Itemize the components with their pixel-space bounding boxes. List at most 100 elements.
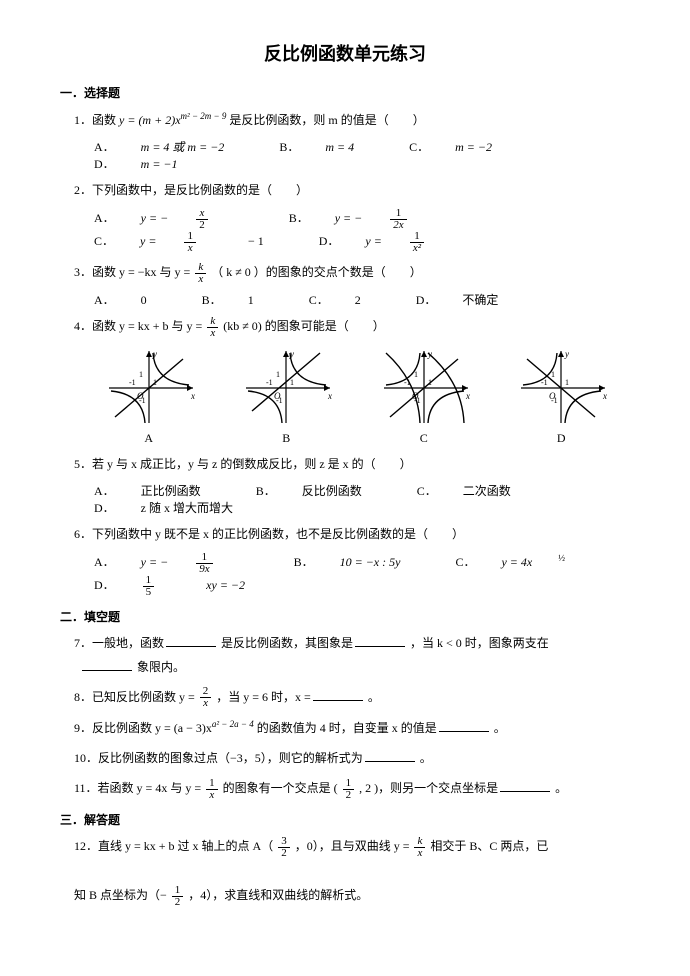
- question-2: 2．下列函数中，是反比例函数的是（ ）: [74, 178, 630, 202]
- label-b: B．: [294, 553, 314, 570]
- label-c: C．: [417, 482, 437, 499]
- label-b: B．: [279, 138, 299, 155]
- page-title: 反比例函数单元练习: [60, 40, 630, 66]
- q3-opt-d: 不确定: [462, 291, 498, 308]
- question-10: 10．反比例函数的图象过点（−3，5），则它的解析式为 。: [74, 746, 630, 770]
- q12-e: ，4），求直线和双曲线的解析式。: [188, 888, 368, 902]
- q5-options: A．正比例函数 B．反比例函数 C．二次函数 D．z 随 x 增大而增大: [94, 482, 630, 516]
- q4-graphs-row: xy O -11 1-1 xy O -11 1-1 xy O -11 1-1 x…: [80, 347, 630, 429]
- q9-b: 的函数值为 4 时，自变量 x 的值是: [257, 721, 437, 735]
- q1-expr-sup: m² − 2m − 9: [181, 111, 227, 121]
- svg-text:-1: -1: [266, 378, 273, 387]
- question-8: 8．已知反比例函数 y = 2x ，当 y = 6 时，x = 。: [74, 685, 630, 710]
- label-a: A．: [94, 291, 115, 308]
- q4-label-c: C: [376, 431, 472, 446]
- q2b-den: 2x: [390, 220, 406, 231]
- q8-c: 。: [368, 690, 380, 704]
- q11-b: 的图象有一个交点是 (: [223, 781, 341, 795]
- section-2-heading: 二．填空题: [60, 608, 630, 625]
- q12-b: ，0），且与双曲线 y =: [295, 839, 413, 853]
- q2d-pre: y =: [365, 234, 381, 249]
- q1-stem-a: 1．函数: [74, 113, 119, 127]
- q4-label-b: B: [238, 431, 334, 446]
- svg-text:x: x: [465, 391, 470, 401]
- q1-opt-b: m = 4: [325, 140, 354, 155]
- label-c: C．: [409, 138, 429, 155]
- q3-opt-c: 2: [355, 293, 361, 308]
- q5-opt-a: 正比例函数: [141, 482, 201, 499]
- svg-text:1: 1: [565, 378, 569, 387]
- blank: [365, 749, 415, 762]
- q6c-pre: y = 4x: [501, 555, 532, 570]
- q2c-post: − 1: [248, 234, 264, 249]
- q12-fbd: 2: [172, 897, 184, 908]
- label-c: C．: [94, 232, 114, 249]
- q7-c: ，当 k < 0 时，图象两支在: [410, 636, 549, 650]
- label-b: B．: [289, 209, 309, 226]
- q6d-num: 1: [143, 575, 155, 587]
- q2a-pre: y = −: [141, 211, 169, 226]
- q4-label-a: A: [101, 431, 197, 446]
- label-d: D．: [94, 576, 115, 593]
- question-9: 9．反比例函数 y = (a − 3)xa² − 2a − 4 的函数值为 4 …: [74, 715, 630, 740]
- svg-text:-1: -1: [276, 396, 283, 405]
- q1-options: A．m = 4 或 m = −2 B．m = 4 C．m = −2 D．m = …: [94, 138, 630, 172]
- q11-f1d: x: [206, 790, 218, 801]
- label-d: D．: [416, 291, 437, 308]
- svg-text:x: x: [602, 391, 607, 401]
- q11-d: 。: [555, 781, 567, 795]
- q9-c: 。: [494, 721, 506, 735]
- q12-fad: 2: [278, 848, 290, 859]
- q3-options: A．0 B．1 C．2 D．不确定: [94, 291, 630, 308]
- label-a: A．: [94, 553, 115, 570]
- blank: [500, 779, 550, 792]
- blank: [166, 634, 216, 647]
- q1-expr: y = (m + 2)x: [119, 113, 181, 127]
- q1-opt-c: m = −2: [455, 140, 492, 155]
- q12-fan: 3: [278, 836, 290, 848]
- q11-f2d: 2: [343, 790, 355, 801]
- label-a: A．: [94, 482, 115, 499]
- q2a-den: 2: [196, 220, 208, 231]
- q11-a: 11．若函数 y = 4x 与 y =: [74, 781, 204, 795]
- q4-graph-labels: A B C D: [80, 431, 630, 446]
- q8-a: 8．已知反比例函数 y =: [74, 690, 198, 704]
- svg-text:1: 1: [139, 370, 143, 379]
- q12-fbn: 1: [172, 885, 184, 897]
- q10-a: 10．反比例函数的图象过点（−3，5），则它的解析式为: [74, 751, 363, 765]
- q1-opt-a: m = 4 或 m = −2: [141, 138, 225, 155]
- q4-den: x: [207, 328, 218, 339]
- q2b-pre: y = −: [335, 211, 363, 226]
- question-5: 5．若 y 与 x 成正比，y 与 z 的倒数成反比，则 z 是 x 的（ ）: [74, 452, 630, 476]
- label-d: D．: [319, 232, 340, 249]
- q5-opt-d: z 随 x 增大而增大: [141, 499, 233, 516]
- q3-num: k: [195, 262, 206, 274]
- section-1-heading: 一．选择题: [60, 84, 630, 101]
- q3-opt-a: 0: [141, 293, 147, 308]
- q7-b: 是反比例函数，其图象是: [221, 636, 353, 650]
- question-6: 6．下列函数中 y 既不是 x 的正比例函数，也不是反比例函数的是（ ）: [74, 522, 630, 546]
- q3-opt-b: 1: [248, 293, 254, 308]
- graph-option-d: xy O -11 1-1: [513, 347, 609, 429]
- q10-b: 。: [420, 751, 432, 765]
- q2d-den: x²: [410, 243, 424, 254]
- question-11: 11．若函数 y = 4x 与 y = 1x 的图象有一个交点是 ( 12 , …: [74, 776, 630, 801]
- q5-opt-b: 反比例函数: [302, 482, 362, 499]
- svg-text:-1: -1: [129, 378, 136, 387]
- q6-opt-b: 10 = −x : 5y: [340, 555, 401, 570]
- q12-fkn: k: [414, 836, 425, 848]
- blank: [313, 688, 363, 701]
- question-3: 3．函数 y = −kx 与 y = kx （ k ≠ 0 ）的图象的交点个数是…: [74, 260, 630, 285]
- svg-text:1: 1: [290, 378, 294, 387]
- q6a-pre: y = −: [141, 555, 169, 570]
- q8-den: x: [200, 698, 212, 709]
- q2c-pre: y =: [140, 234, 156, 249]
- q2-options: A．y = −x2 B．y = −12x C．y = 1x − 1 D．y = …: [94, 208, 630, 254]
- svg-text:y: y: [564, 349, 569, 359]
- q12-c: 相交于 B、C 两点，已: [430, 839, 548, 853]
- label-a: A．: [94, 138, 115, 155]
- svg-text:x: x: [327, 391, 332, 401]
- blank: [82, 658, 132, 671]
- label-d: D．: [94, 499, 115, 516]
- q6c-sup: ½: [558, 553, 565, 563]
